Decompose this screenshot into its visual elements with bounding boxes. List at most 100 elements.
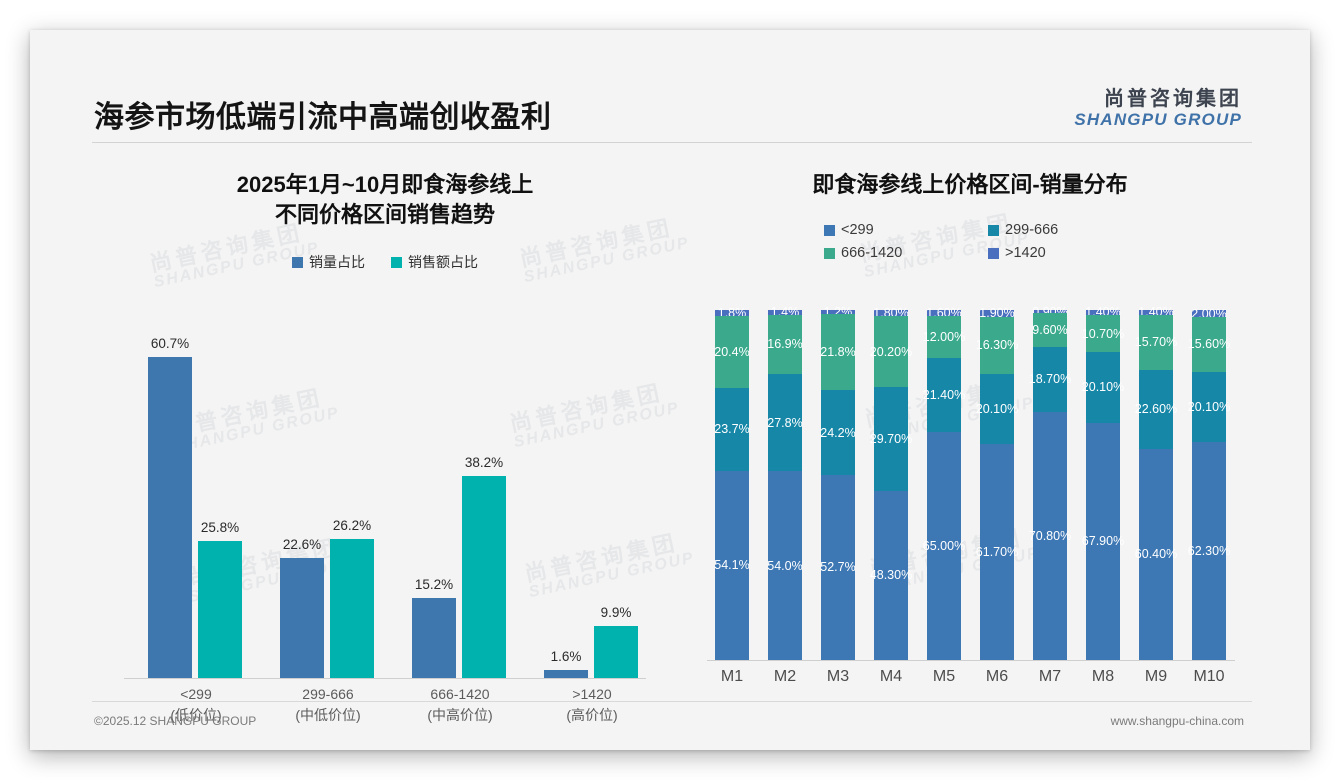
legend-item->1420[interactable]: >1420	[988, 245, 1116, 261]
legend-label: 销售额占比	[408, 254, 478, 270]
stack-segment-666-1420[interactable]: 15.70%	[1135, 314, 1177, 370]
bar-销量占比-<299[interactable]	[148, 357, 192, 678]
stack-segment-666-1420[interactable]: 20.20%	[870, 316, 912, 387]
stack-segment-299-666[interactable]: 20.10%	[1082, 352, 1124, 423]
stack-segment-<299[interactable]: 52.7%	[820, 475, 856, 660]
legend-label: 666-1420	[841, 245, 903, 261]
bar-销售额占比-299-666[interactable]	[330, 539, 374, 678]
bar-销售额占比->1420[interactable]	[594, 626, 638, 678]
legend-label: 299-666	[1005, 222, 1059, 238]
left-chart-x-labels: <299 (低价位) 299-666 (中低价位) 666-1420 (中高价位) >142…	[124, 684, 646, 744]
stack-segment->1420[interactable]: 2.00%	[1191, 307, 1226, 321]
logo-english-text: SHANGPU GROUP	[1074, 110, 1242, 129]
legend-item-revenue-share[interactable]: 销售额占比	[391, 252, 478, 272]
x-axis-label-range: >1420	[572, 686, 612, 702]
stack-segment-299-666[interactable]: 22.60%	[1135, 369, 1177, 449]
stacked-bar-M9[interactable]: 1.40% 15.70% 22.60% 60.40%	[1135, 305, 1177, 660]
stack-segment-<299[interactable]: 65.00%	[923, 432, 965, 660]
x-axis-label: 666-1420 (中高价位)	[395, 684, 525, 726]
stacked-bar-M6[interactable]: 1.90% 16.30% 20.10% 61.70%	[976, 306, 1018, 660]
x-axis-label: M1	[720, 668, 744, 685]
stack-segment-666-1420[interactable]: 12.00%	[923, 315, 965, 358]
stack-value-label: 70.80%	[1028, 529, 1072, 544]
stack-segment-<299[interactable]: 60.40%	[1135, 448, 1177, 660]
stack-value-label: 48.30%	[869, 568, 913, 583]
stacked-bar-M1[interactable]: 1.8% 20.4% 23.7% 54.1%	[714, 306, 750, 660]
stack-segment-<299[interactable]: 62.30%	[1188, 441, 1230, 660]
legend-item-299-666[interactable]: 299-666	[988, 222, 1116, 238]
stack-segment-666-1420[interactable]: 9.60%	[1032, 313, 1068, 347]
bar-销量占比->1420[interactable]	[544, 670, 588, 678]
x-axis-label: M7	[1038, 668, 1062, 685]
slide-header: 海参市场低端引流中高端创收盈利 尚普咨询集团 SHANGPU GROUP	[30, 30, 1310, 143]
stack-segment-<299[interactable]: 54.1%	[714, 470, 750, 660]
stack-value-label: 27.8%	[767, 415, 803, 430]
footer-copyright: ©2025.12 SHANGPU GROUP	[94, 714, 257, 728]
legend-item-<299[interactable]: <299	[824, 222, 952, 238]
left-chart-legend: 销量占比 销售额占比	[90, 252, 680, 272]
stack-segment-<299[interactable]: 54.0%	[767, 471, 803, 660]
legend-label: <299	[841, 222, 874, 238]
bar-value-label: 60.7%	[150, 336, 190, 351]
stack-segment-666-1420[interactable]: 21.8%	[820, 314, 856, 391]
legend-item-666-1420[interactable]: 666-1420	[824, 245, 952, 261]
legend-item-volume-share[interactable]: 销量占比	[292, 252, 365, 272]
footer-website[interactable]: www.shangpu-china.com	[1110, 714, 1244, 728]
stack-value-label: 16.30%	[975, 338, 1019, 353]
logo-chinese-text: 尚普咨询集团	[1104, 88, 1242, 110]
stacked-bar-M7[interactable]: 0.90% 9.60% 18.70% 70.80%	[1029, 305, 1071, 660]
stack-segment-<299[interactable]: 70.80%	[1029, 412, 1071, 660]
slide-canvas: 尚普咨询集团 SHANGPU GROUP 尚普咨询集团 SHANGPU GROUP …	[30, 30, 1310, 750]
stack-segment-666-1420[interactable]: 10.70%	[1082, 314, 1124, 353]
page-title: 海参市场低端引流中高端创收盈利	[94, 101, 552, 134]
stack-segment-666-1420[interactable]: 15.60%	[1188, 317, 1230, 372]
stacked-bar-M10[interactable]: 2.00% 15.60% 20.10% 62.30%	[1188, 307, 1230, 660]
stacked-bar-M2[interactable]: 1.4% 16.9% 27.8% 54.0%	[767, 305, 803, 660]
stack-segment->1420[interactable]: 1.90%	[979, 306, 1014, 320]
bar-value-label: 25.8%	[200, 520, 240, 535]
stack-value-label: 21.8%	[820, 345, 856, 360]
right-chart-title: 即食海参线上价格区间-销量分布	[812, 172, 1128, 197]
stack-value-label: 65.00%	[922, 539, 966, 554]
stack-segment-<299[interactable]: 67.90%	[1082, 422, 1124, 660]
x-axis-label: M5	[932, 668, 956, 685]
bar-value-label: 22.6%	[282, 537, 322, 552]
stack-segment-<299[interactable]: 61.70%	[976, 444, 1018, 660]
stacked-bar-M8[interactable]: 1.40% 10.70% 20.10% 67.90%	[1082, 305, 1124, 660]
stack-segment-<299[interactable]: 48.30%	[870, 490, 912, 660]
stack-segment-666-1420[interactable]: 20.4%	[714, 316, 750, 388]
stack-value-label: 24.2%	[820, 425, 856, 440]
left-chart-x-axis	[124, 678, 646, 679]
brand-logo: 尚普咨询集团 SHANGPU GROUP	[1074, 88, 1242, 130]
bar-value-label: 38.2%	[464, 455, 504, 470]
stack-segment-299-666[interactable]: 23.7%	[714, 387, 750, 471]
stack-segment-299-666[interactable]: 24.2%	[820, 390, 856, 476]
stack-value-label: 15.60%	[1187, 337, 1231, 352]
header-divider	[92, 142, 1252, 143]
bar-group: 60.7% 25.8%	[142, 318, 250, 678]
stack-segment-299-666[interactable]: 20.10%	[976, 373, 1018, 445]
stack-segment-299-666[interactable]: 29.70%	[870, 386, 912, 491]
x-axis-label: M10	[1193, 668, 1225, 685]
bar-销量占比-299-666[interactable]	[280, 558, 324, 678]
stack-segment-299-666[interactable]: 18.70%	[1029, 346, 1071, 413]
stacked-bar-M3[interactable]: 1.2% 21.8% 24.2% 52.7%	[820, 305, 856, 660]
stack-segment-299-666[interactable]: 27.8%	[767, 373, 803, 472]
stack-value-label: 15.70%	[1134, 335, 1178, 350]
stack-segment-666-1420[interactable]: 16.9%	[767, 314, 803, 374]
stack-segment-666-1420[interactable]: 16.30%	[976, 316, 1018, 374]
stacked-bar-M4[interactable]: 1.80% 20.20% 29.70% 48.30%	[870, 306, 912, 660]
legend-swatch-icon	[292, 256, 303, 268]
stacked-bar-M5[interactable]: 1.60% 12.00% 21.40% 65.00%	[923, 306, 965, 660]
bar-销售额占比-<299[interactable]	[198, 541, 242, 678]
legend-swatch-icon	[824, 224, 835, 236]
stack-segment-299-666[interactable]: 20.10%	[1188, 371, 1230, 442]
stack-value-label: 21.40%	[922, 388, 966, 403]
bar-销售额占比-666-1420[interactable]	[462, 476, 506, 678]
chart-panel-sales-trend: 2025年1月~10月即食海参线上 不同价格区间销售趋势 销量占比 销售额占比 …	[90, 148, 680, 723]
stack-value-label: 22.60%	[1134, 402, 1178, 417]
footer-divider	[92, 701, 1252, 702]
bar-销量占比-666-1420[interactable]	[412, 598, 456, 678]
stack-segment-299-666[interactable]: 21.40%	[923, 357, 965, 433]
bar-value-label: 1.6%	[550, 649, 582, 664]
